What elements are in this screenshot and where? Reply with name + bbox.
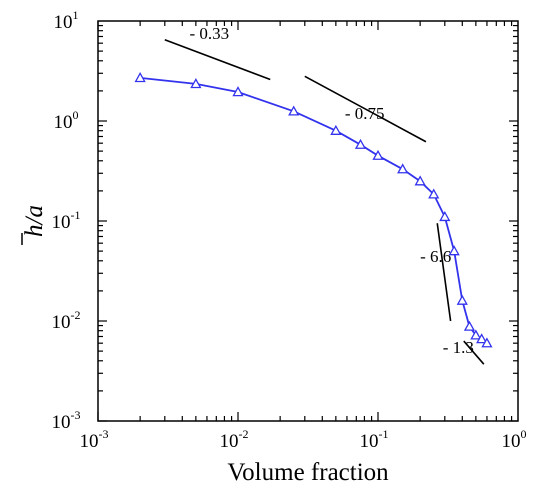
data-point-marker <box>288 105 300 116</box>
x-tick-label: 10-3 <box>80 427 109 452</box>
x-tick-labels: 10-3 10-2 10-1 100 <box>80 427 527 452</box>
y-tick-label: 10-2 <box>52 308 81 333</box>
slope-line <box>463 340 485 365</box>
data-point-marker <box>330 124 342 135</box>
slope-line <box>436 223 452 322</box>
x-axis-label: Volume fraction <box>227 459 389 486</box>
data-point-marker <box>448 245 460 256</box>
y-axis-label-rest: /a <box>21 205 48 226</box>
data-point-marker <box>232 86 244 97</box>
data-point-marker <box>439 211 451 222</box>
series-group <box>134 72 493 348</box>
data-point-marker <box>456 294 468 305</box>
data-point-marker <box>414 175 426 186</box>
slope-annotations: - 0.33 - 0.75 - 6.6 - 1.3 <box>164 24 485 365</box>
y-tick-labels: 10-3 10-2 10-1 100 101 <box>52 8 81 433</box>
slope-label: - 0.33 <box>189 24 229 43</box>
data-point-marker <box>481 337 493 348</box>
series-line <box>140 76 488 344</box>
y-tick-label: 10-3 <box>52 408 81 433</box>
y-tick-label: 100 <box>54 108 79 133</box>
x-tick-label: 10-1 <box>360 427 389 452</box>
data-point-marker <box>463 320 476 331</box>
y-axis-label-group: h/a <box>21 205 48 245</box>
slope-line <box>164 38 271 81</box>
data-point-marker <box>190 78 202 89</box>
data-point-marker <box>134 72 146 83</box>
data-point-marker <box>397 163 409 174</box>
slope-label: - 6.6 <box>420 247 451 266</box>
y-tick-label: 10-1 <box>52 208 81 233</box>
data-point-marker <box>354 138 367 149</box>
y-axis-label: h/a <box>21 205 48 237</box>
slope-label: - 1.3 <box>443 338 474 357</box>
x-tick-label: 10-2 <box>220 427 249 452</box>
slope-label: - 0.75 <box>345 104 385 123</box>
data-point-marker <box>476 333 488 344</box>
y-tick-label: 101 <box>54 8 79 33</box>
slope-line <box>304 75 427 143</box>
x-tick-label: 100 <box>502 427 527 452</box>
data-point-marker <box>428 188 440 199</box>
data-point-marker <box>470 329 482 340</box>
data-point-marker <box>372 149 384 160</box>
y-axis-label-main: h <box>21 224 48 237</box>
tick-marks <box>97 21 518 422</box>
